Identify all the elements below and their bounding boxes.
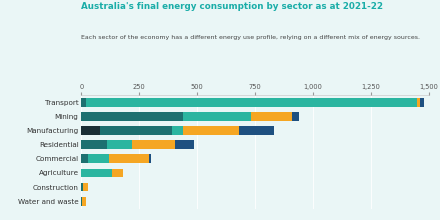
- Bar: [292, 112, 299, 121]
- Bar: [81, 140, 107, 149]
- Bar: [239, 126, 274, 135]
- Bar: [83, 183, 88, 191]
- Bar: [107, 140, 132, 149]
- Bar: [149, 154, 151, 163]
- Bar: [81, 154, 88, 163]
- Bar: [172, 126, 183, 135]
- Bar: [250, 112, 292, 121]
- Bar: [81, 112, 183, 121]
- Bar: [81, 126, 100, 135]
- Text: Australia's final energy consumption by sector as at 2021-22: Australia's final energy consumption by …: [81, 2, 383, 11]
- Bar: [109, 154, 149, 163]
- Bar: [111, 169, 123, 177]
- Bar: [82, 197, 86, 206]
- Bar: [175, 140, 194, 149]
- Bar: [420, 98, 424, 107]
- Bar: [183, 126, 239, 135]
- Bar: [88, 154, 109, 163]
- Bar: [183, 112, 250, 121]
- Bar: [81, 98, 86, 107]
- Bar: [132, 140, 175, 149]
- Bar: [418, 98, 420, 107]
- Bar: [81, 169, 111, 177]
- Bar: [100, 126, 172, 135]
- Bar: [86, 98, 418, 107]
- Bar: [81, 183, 83, 191]
- Bar: [81, 197, 82, 206]
- Text: Each sector of the economy has a different energy use profile, relying on a diff: Each sector of the economy has a differe…: [81, 35, 420, 40]
